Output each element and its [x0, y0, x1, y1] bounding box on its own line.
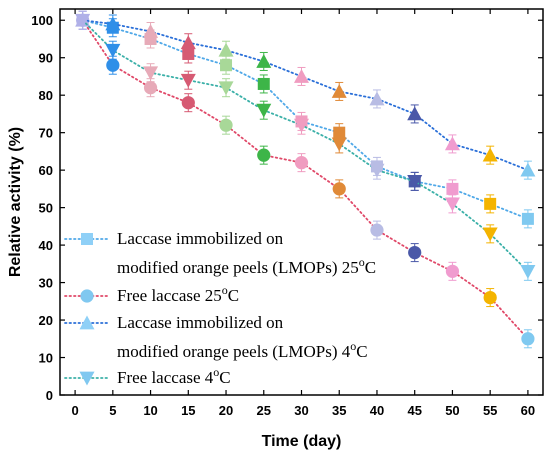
- data-point: [105, 16, 121, 31]
- series-4: [75, 10, 536, 281]
- plot-frame: [59, 8, 544, 396]
- x-tick-label: 0: [71, 403, 78, 418]
- data-point: [521, 212, 534, 225]
- y-tick-label: 90: [39, 51, 53, 66]
- y-tick-label: 80: [39, 88, 53, 103]
- x-axis-title: Time (day): [262, 433, 342, 450]
- legend-label-line2: modified orange peels (LMOPs) 4oC: [117, 339, 368, 361]
- data-point: [75, 13, 91, 28]
- data-point: [294, 68, 309, 83]
- data-point: [520, 162, 536, 177]
- data-point: [218, 81, 234, 96]
- data-point: [370, 223, 384, 237]
- data-point: [333, 126, 346, 139]
- data-point: [143, 66, 159, 81]
- data-point: [331, 83, 347, 98]
- legend-marker: [80, 289, 94, 303]
- data-point: [408, 245, 422, 260]
- data-point: [182, 47, 195, 60]
- data-point: [218, 42, 234, 57]
- data-point: [444, 197, 460, 212]
- data-point: [445, 264, 460, 278]
- x-tick-label: 45: [407, 403, 421, 418]
- data-point: [181, 96, 195, 110]
- data-point: [484, 197, 497, 210]
- y-tick-label: 30: [39, 276, 53, 291]
- legend-marker: [81, 233, 93, 245]
- data-point: [106, 58, 120, 72]
- data-point: [256, 103, 272, 118]
- data-point: [180, 35, 196, 50]
- legend-item-4: Free laccase 4oC: [64, 365, 231, 387]
- data-point: [444, 136, 460, 151]
- data-point: [407, 106, 423, 121]
- legend-marker: [79, 371, 95, 386]
- data-point: [483, 290, 497, 305]
- data-point: [520, 264, 536, 279]
- x-tick-label: 30: [294, 403, 308, 418]
- data-point: [180, 73, 196, 88]
- legend-marker: [79, 315, 95, 330]
- data-point: [257, 148, 271, 162]
- data-point: [331, 137, 347, 152]
- data-point: [482, 147, 498, 162]
- series-2: [76, 10, 535, 349]
- x-tick-label: 50: [445, 403, 459, 418]
- legend-label: Free laccase 4oC: [117, 365, 231, 387]
- legend: Laccase immobilized on modified orange pe…: [64, 229, 376, 387]
- x-tick-label: 15: [181, 403, 195, 418]
- legend-item-2: Free laccase 25oC: [64, 283, 239, 305]
- legend-label: Laccase immobilized on: [117, 313, 284, 332]
- legend-item-1: Laccase immobilized on modified orange pe…: [64, 229, 376, 277]
- x-tick-label: 40: [370, 403, 384, 418]
- x-tick-label: 25: [257, 403, 271, 418]
- data-point: [446, 182, 459, 195]
- data-point: [143, 23, 159, 38]
- legend-label-line2: modified orange peels (LMOPs) 25oC: [117, 255, 376, 277]
- x-tick-label: 5: [109, 403, 116, 418]
- x-tick-label: 35: [332, 403, 346, 418]
- data-point: [294, 156, 309, 170]
- legend-item-3: Laccase immobilized on modified orange pe…: [64, 313, 368, 361]
- y-tick-label: 0: [46, 388, 53, 403]
- data-point: [521, 332, 535, 346]
- data-point: [294, 118, 309, 133]
- x-tick-label: 55: [483, 403, 497, 418]
- data-point: [407, 175, 423, 189]
- y-tick-label: 40: [39, 238, 53, 253]
- data-point: [257, 77, 270, 90]
- data-point: [369, 91, 385, 106]
- data-point: [220, 59, 233, 72]
- y-tick-label: 10: [39, 351, 53, 366]
- x-tick-label: 10: [143, 403, 157, 418]
- series-layer: [75, 10, 536, 349]
- y-tick-label: 50: [39, 201, 53, 216]
- data-point: [143, 81, 158, 95]
- data-point: [482, 227, 498, 242]
- y-tick-label: 20: [39, 313, 53, 328]
- data-point: [105, 43, 121, 58]
- data-point: [219, 118, 233, 132]
- data-point: [256, 53, 272, 68]
- x-tick-label: 20: [219, 403, 233, 418]
- y-axis-title: Relative activity (%): [7, 127, 24, 277]
- axes: 0 5 10 15 20 25 30 35 40 45 50 55 60 0 10 20 30 40 50 60 70 8…: [31, 8, 544, 418]
- data-point: [369, 163, 385, 178]
- y-tick-label: 70: [39, 126, 53, 141]
- y-tick-label: 100: [31, 13, 53, 28]
- y-tick-label: 60: [39, 163, 53, 178]
- legend-label: Free laccase 25oC: [117, 283, 239, 305]
- legend-label: Laccase immobilized on: [117, 229, 284, 248]
- data-point: [332, 182, 346, 196]
- x-tick-label: 60: [521, 403, 535, 418]
